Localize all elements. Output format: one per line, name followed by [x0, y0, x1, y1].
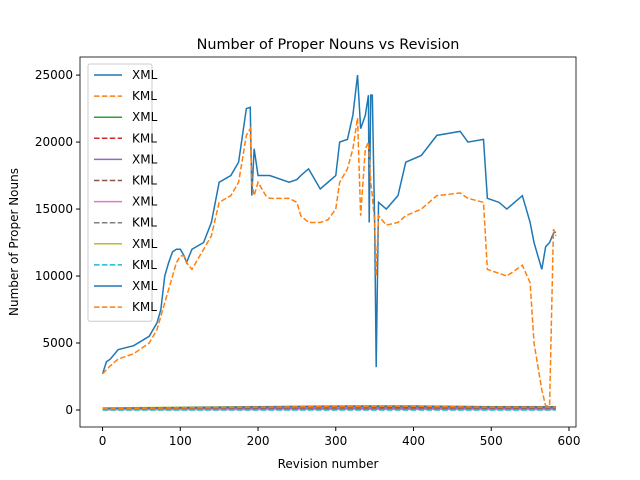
legend: XML KML XML KML XML KML XML KML XML KML XML KML: [87, 63, 158, 322]
legend-label: KML: [132, 258, 157, 272]
y-tick-label: 25000: [35, 68, 73, 82]
x-tick-label: 500: [480, 434, 503, 448]
y-tick-label: 20000: [35, 135, 73, 149]
legend-label: XML: [132, 110, 158, 124]
x-tick-label: 300: [324, 434, 347, 448]
y-tick-label: 0: [65, 403, 73, 417]
x-tick-label: 100: [169, 434, 192, 448]
legend-box: [87, 63, 153, 322]
data-line: [102, 407, 556, 411]
legend-label: KML: [132, 174, 157, 188]
x-axis-label: Revision number: [278, 457, 379, 471]
legend-label: XML: [132, 237, 158, 251]
x-tick-label: 0: [99, 434, 107, 448]
x-tick-label: 400: [402, 434, 425, 448]
y-tick-label: 5000: [42, 336, 73, 350]
legend-label: KML: [132, 131, 157, 145]
y-tick-label: 10000: [35, 269, 73, 283]
legend-label: XML: [132, 152, 158, 166]
y-tick-label: 15000: [35, 202, 73, 216]
x-tick-label: 600: [558, 434, 581, 448]
x-tick-label: 200: [247, 434, 270, 448]
chart-title: Number of Proper Nouns vs Revision: [197, 37, 460, 53]
y-axis-label: Number of Proper Nouns: [7, 168, 21, 316]
plot-frame: [79, 56, 577, 428]
legend-label: KML: [132, 89, 157, 103]
legend-label: XML: [132, 195, 158, 209]
legend-label: KML: [132, 216, 157, 230]
legend-label: XML: [132, 68, 158, 82]
legend-label: KML: [132, 300, 157, 314]
data-line: [101, 74, 557, 375]
data-line: [102, 405, 556, 410]
legend-label: XML: [132, 279, 158, 293]
data-line: [102, 117, 557, 407]
